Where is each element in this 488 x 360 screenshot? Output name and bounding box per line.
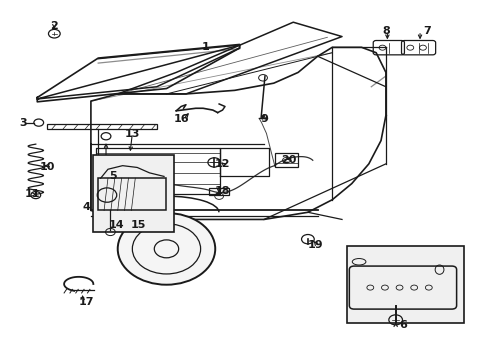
Text: 12: 12 xyxy=(214,159,230,169)
Text: 11: 11 xyxy=(24,189,40,199)
Text: 18: 18 xyxy=(214,186,230,197)
Text: 10: 10 xyxy=(39,162,55,172)
Text: 5: 5 xyxy=(109,171,117,181)
Text: 14: 14 xyxy=(109,220,124,230)
Text: 6: 6 xyxy=(398,320,406,330)
Text: 8: 8 xyxy=(381,26,389,36)
Text: 17: 17 xyxy=(78,297,94,307)
Circle shape xyxy=(118,213,215,285)
Bar xyxy=(346,246,463,323)
Text: 20: 20 xyxy=(280,155,295,165)
Bar xyxy=(93,155,173,232)
Text: 9: 9 xyxy=(260,114,267,124)
Text: 15: 15 xyxy=(130,220,145,230)
Bar xyxy=(98,178,166,211)
Bar xyxy=(47,125,157,129)
Text: 16: 16 xyxy=(173,114,188,124)
Text: 3: 3 xyxy=(20,118,27,128)
Text: 19: 19 xyxy=(307,240,323,250)
Text: 4: 4 xyxy=(82,202,90,212)
Bar xyxy=(209,188,228,195)
Bar xyxy=(274,153,298,167)
Text: 13: 13 xyxy=(124,129,140,139)
Text: 2: 2 xyxy=(50,21,58,31)
Text: 1: 1 xyxy=(201,42,209,52)
Text: 7: 7 xyxy=(423,26,430,36)
